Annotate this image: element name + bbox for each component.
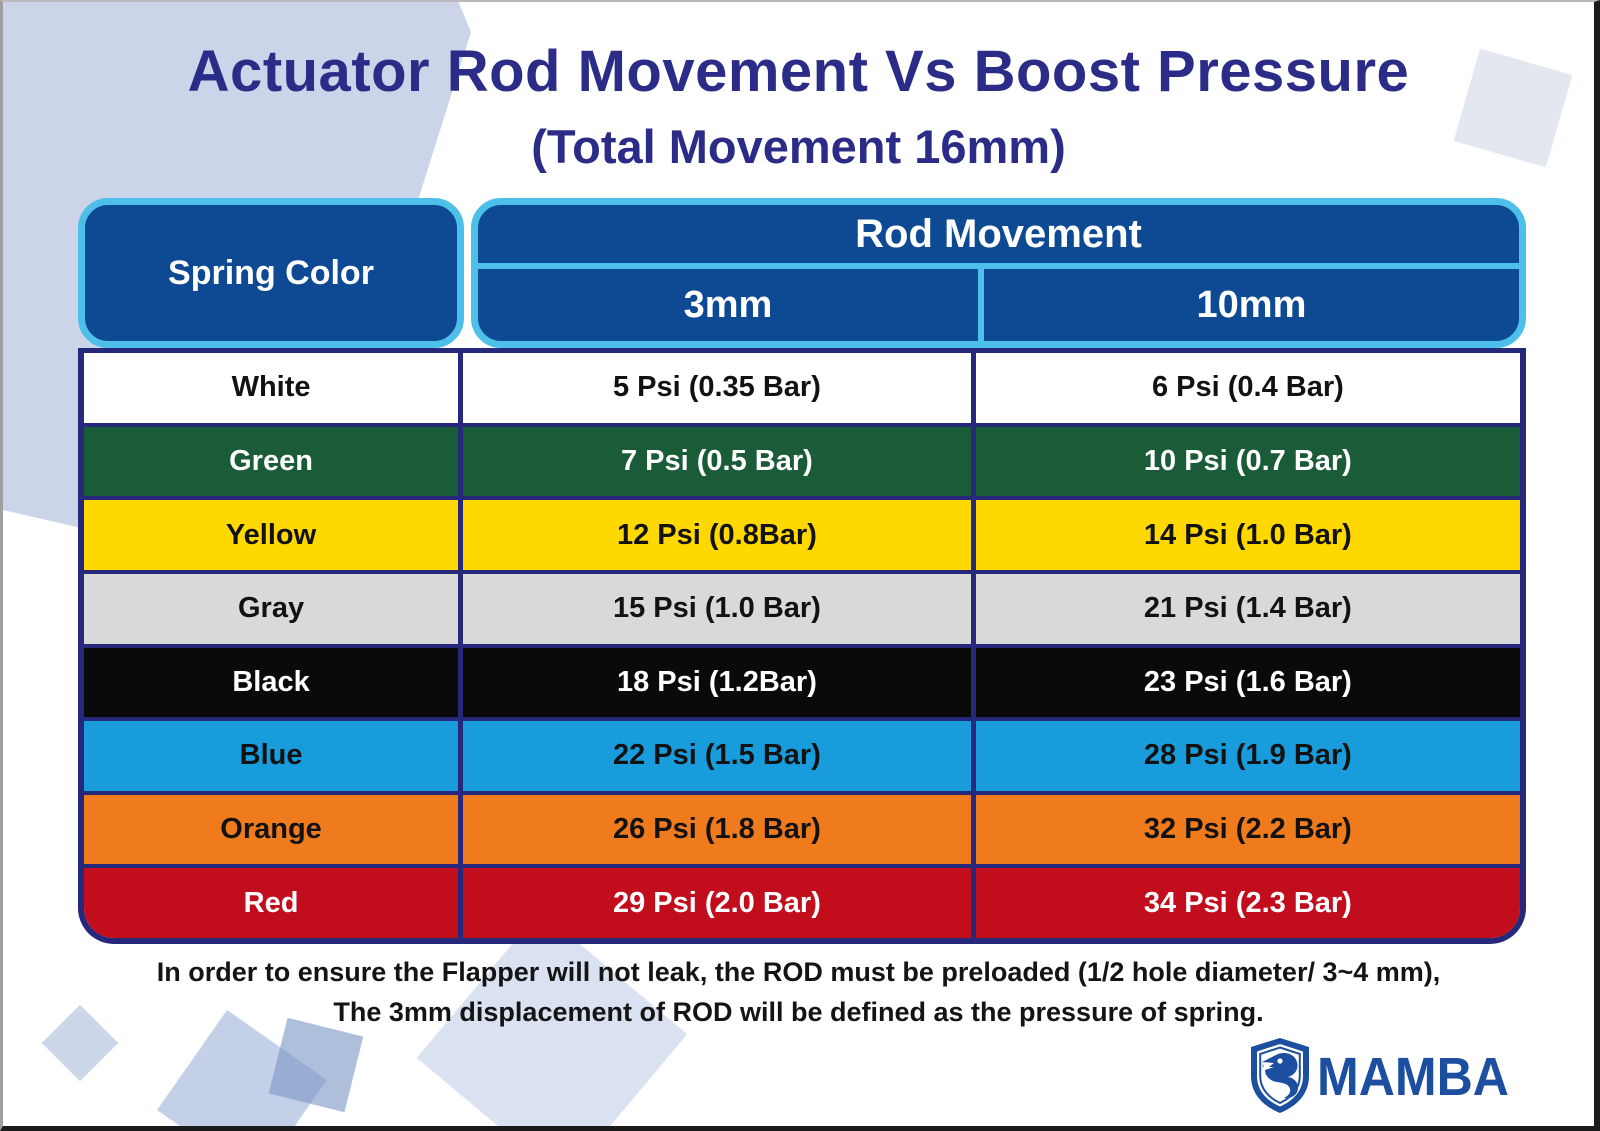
psi-3mm-cell: 18 Psi (1.2Bar)	[463, 647, 976, 718]
psi-3mm-cell: 7 Psi (0.5 Bar)	[463, 426, 976, 497]
spring-color-cell: Black	[84, 647, 464, 718]
spring-color-cell: Blue	[84, 721, 464, 791]
header-rod-movement: Rod Movement	[478, 205, 1519, 269]
table-row-blue: Blue 22 Psi (1.5 Bar) 28 Psi (1.9 Bar)	[84, 717, 1520, 791]
header-spring-color: Spring Color	[78, 198, 464, 348]
table-body: White 5 Psi (0.35 Bar) 6 Psi (0.4 Bar) G…	[78, 348, 1526, 944]
table-row-green: Green 7 Psi (0.5 Bar) 10 Psi (0.7 Bar)	[84, 422, 1520, 497]
spring-color-cell: Yellow	[84, 500, 464, 570]
title-block: Actuator Rod Movement Vs Boost Pressure …	[3, 38, 1594, 174]
header-sub-row: 3mm 10mm	[478, 269, 1519, 341]
table-row-white: White 5 Psi (0.35 Bar) 6 Psi (0.4 Bar)	[84, 353, 1520, 423]
psi-10mm-cell: 10 Psi (0.7 Bar)	[1143, 444, 1352, 477]
table-header: Spring Color Rod Movement 3mm 10mm	[78, 198, 1526, 348]
psi-10mm-cell: 28 Psi (1.9 Bar)	[1143, 739, 1352, 772]
note-line-2: The 3mm displacement of ROD will be defi…	[333, 997, 1264, 1027]
psi-3mm-cell: 12 Psi (0.8Bar)	[463, 500, 976, 570]
psi-10mm-cell: 34 Psi (2.3 Bar)	[1143, 886, 1352, 919]
header-rod-movement-group: Rod Movement 3mm 10mm	[471, 198, 1526, 348]
psi-3mm-cell: 29 Psi (2.0 Bar)	[463, 868, 976, 938]
page-title: Actuator Rod Movement Vs Boost Pressure	[187, 39, 1410, 104]
spring-color-cell: Gray	[84, 573, 464, 644]
psi-3mm-cell: 5 Psi (0.35 Bar)	[463, 353, 976, 423]
header-3mm: 3mm	[478, 269, 984, 341]
table-row-red: Red 29 Psi (2.0 Bar) 34 Psi (2.3 Bar)	[84, 864, 1520, 938]
mamba-shield-icon	[1251, 1038, 1309, 1113]
table-row-orange: Orange 26 Psi (1.8 Bar) 32 Psi (2.2 Bar)	[84, 790, 1520, 865]
spring-color-cell: Green	[84, 426, 464, 497]
spring-color-cell: Red	[84, 868, 464, 938]
mamba-snake-icon	[1262, 1052, 1298, 1099]
footer-notes: In order to ensure the Flapper will not …	[3, 952, 1594, 1032]
psi-3mm-cell: 22 Psi (1.5 Bar)	[463, 721, 976, 791]
psi-10mm-cell: 6 Psi (0.4 Bar)	[1151, 371, 1344, 404]
table-row-yellow: Yellow 12 Psi (0.8Bar) 14 Psi (1.0 Bar)	[84, 496, 1520, 570]
psi-10mm-cell: 23 Psi (1.6 Bar)	[1143, 665, 1352, 698]
header-10mm: 10mm	[1196, 283, 1307, 326]
mamba-wordmark: MAMBA	[1317, 1047, 1509, 1107]
psi-10mm-cell: 21 Psi (1.4 Bar)	[1143, 592, 1352, 625]
psi-10mm-cell: 32 Psi (2.2 Bar)	[1143, 813, 1352, 846]
page-subtitle: (Total Movement 16mm)	[531, 120, 1066, 173]
spring-pressure-table: Spring Color Rod Movement 3mm 10mm White…	[78, 198, 1526, 944]
table-row-gray: Gray 15 Psi (1.0 Bar) 21 Psi (1.4 Bar)	[84, 569, 1520, 644]
table-row-black: Black 18 Psi (1.2Bar) 23 Psi (1.6 Bar)	[84, 643, 1520, 718]
psi-10mm-cell: 14 Psi (1.0 Bar)	[1143, 518, 1352, 551]
spring-color-cell: White	[84, 353, 464, 423]
spring-color-cell: Orange	[84, 794, 464, 865]
note-line-1: In order to ensure the Flapper will not …	[156, 957, 1441, 987]
psi-3mm-cell: 26 Psi (1.8 Bar)	[463, 794, 976, 865]
mamba-logo: MAMBA	[1247, 1036, 1515, 1116]
psi-3mm-cell: 15 Psi (1.0 Bar)	[463, 573, 976, 644]
